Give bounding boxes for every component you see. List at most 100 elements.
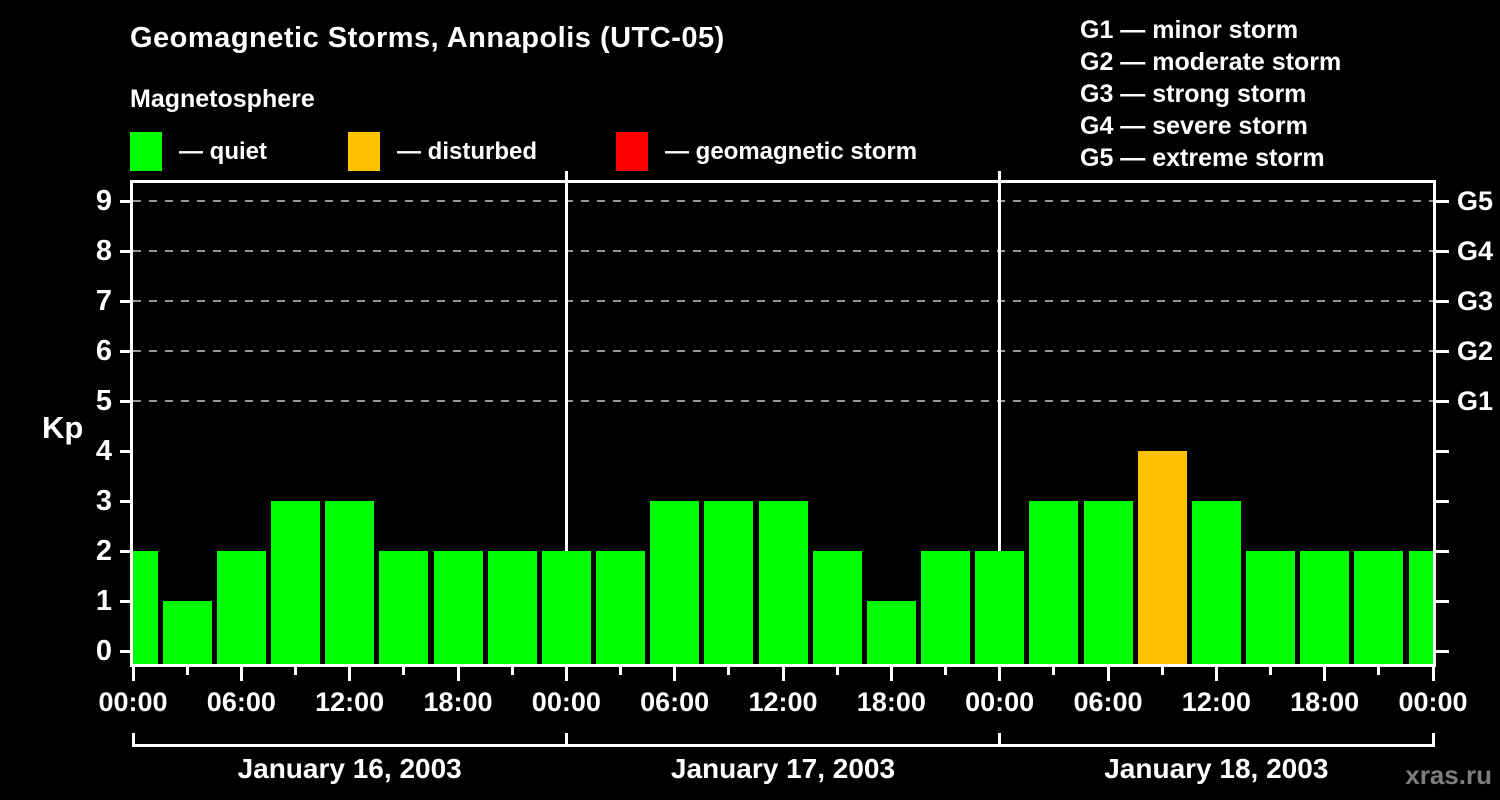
y-tick-right xyxy=(1436,449,1449,453)
kp-bar xyxy=(1191,501,1241,664)
chart-title: Geomagnetic Storms, Annapolis (UTC-05) xyxy=(130,22,725,54)
y-tick-right xyxy=(1436,649,1449,653)
x-minor-tick xyxy=(402,667,406,675)
gridline-kp8 xyxy=(133,250,1433,252)
date-bracket-line xyxy=(133,744,1433,747)
g4-legend-row: G4 — severe storm xyxy=(1080,112,1308,140)
x-tick-label: 00:00 xyxy=(1398,687,1468,717)
x-minor-tick xyxy=(835,667,839,675)
x-major-tick xyxy=(889,667,893,681)
day-separator-top-tick xyxy=(998,171,1002,183)
kp-bar xyxy=(975,551,1025,664)
g-level-label-g3: G3 xyxy=(1457,286,1494,316)
x-major-tick xyxy=(1106,667,1110,681)
x-tick-label: 18:00 xyxy=(1290,687,1360,717)
day-separator-top-tick xyxy=(564,171,568,183)
kp-bar xyxy=(541,551,591,664)
g3-legend-row: G3 — strong storm xyxy=(1080,80,1307,108)
kp-bar xyxy=(1137,451,1187,664)
x-tick-label: 00:00 xyxy=(965,687,1035,717)
y-tick-left xyxy=(120,199,133,203)
kp-bar xyxy=(1408,551,1433,664)
kp-bar xyxy=(1083,501,1133,664)
gridline-kp9 xyxy=(133,200,1433,202)
x-minor-tick xyxy=(510,667,514,675)
x-minor-tick xyxy=(944,667,947,675)
gridline-kp6 xyxy=(133,350,1433,352)
y-tick-left xyxy=(120,499,133,503)
y-tick-left xyxy=(120,299,133,303)
g-level-label-g1: G1 xyxy=(1457,386,1494,416)
gridline-kp5 xyxy=(133,400,1433,402)
kp-bar xyxy=(650,501,700,664)
x-major-tick xyxy=(131,667,135,681)
x-tick-label: 00:00 xyxy=(98,687,168,717)
g-level-label-g4: G4 xyxy=(1457,236,1494,266)
kp-bar xyxy=(216,551,266,664)
disturbed-color-swatch xyxy=(348,132,380,171)
y-tick-label: 0 xyxy=(95,635,112,667)
watermark: xras.ru xyxy=(1405,760,1492,790)
legend-label-quiet: — quiet xyxy=(179,137,267,165)
y-tick-right xyxy=(1436,599,1449,603)
kp-bar xyxy=(704,501,754,664)
x-tick-label: 12:00 xyxy=(748,687,818,717)
chart-subtitle: Magnetosphere xyxy=(130,85,315,113)
g2-legend-row: G2 — moderate storm xyxy=(1080,48,1342,76)
y-tick-left xyxy=(120,649,133,653)
y-tick-right xyxy=(1436,299,1449,303)
x-minor-tick xyxy=(1160,667,1164,675)
x-minor-tick xyxy=(1377,667,1381,675)
x-tick-label: 00:00 xyxy=(531,687,601,717)
y-tick-label: 8 xyxy=(95,235,112,267)
y-tick-right xyxy=(1436,199,1449,203)
x-minor-tick xyxy=(294,667,297,675)
y-tick-label: 7 xyxy=(95,285,112,317)
kp-bar xyxy=(1029,501,1079,664)
plot-area xyxy=(130,171,1436,667)
x-major-tick xyxy=(348,667,352,681)
x-tick-label: 06:00 xyxy=(640,687,710,717)
g5-legend-row: G5 — extreme storm xyxy=(1080,144,1325,172)
y-tick-left xyxy=(120,399,133,403)
y-tick-left xyxy=(120,599,133,603)
gridline-kp7 xyxy=(133,300,1433,302)
y-tick-right xyxy=(1436,399,1449,403)
date-label: January 18, 2003 xyxy=(1104,753,1329,784)
date-bracket-tick xyxy=(131,733,135,747)
kp-bar xyxy=(162,601,212,664)
y-tick-right xyxy=(1436,549,1449,553)
y-tick-left xyxy=(120,549,133,553)
kp-bar xyxy=(1354,551,1404,664)
date-bracket-tick xyxy=(1431,733,1435,747)
g-level-label-g2: G2 xyxy=(1457,336,1494,366)
storm-scale-legend: G1 — minor storm G2 — moderate storm G3 … xyxy=(1080,14,1341,174)
y-tick-right xyxy=(1436,499,1449,503)
storm-color-swatch xyxy=(616,132,648,171)
x-major-tick xyxy=(781,667,785,681)
y-tick-label: 2 xyxy=(95,535,112,567)
legend-label-storm: — geomagnetic storm xyxy=(665,137,918,165)
legend-label-disturbed: — disturbed xyxy=(397,137,538,165)
y-tick-label: 9 xyxy=(95,185,112,217)
x-major-tick xyxy=(998,667,1002,681)
date-label: January 17, 2003 xyxy=(670,753,896,784)
x-tick-label: 06:00 xyxy=(206,687,276,717)
kp-bar xyxy=(325,501,375,664)
y-tick-left xyxy=(120,249,133,253)
y-tick-label: 4 xyxy=(95,435,112,467)
x-tick-label: 18:00 xyxy=(856,687,926,717)
date-label: January 16, 2003 xyxy=(237,753,462,784)
legend-item-storm: — geomagnetic storm xyxy=(616,132,917,171)
x-major-tick xyxy=(673,667,677,681)
y-tick-left xyxy=(120,449,133,453)
legend-item-disturbed: — disturbed xyxy=(348,132,537,171)
kp-bar xyxy=(921,551,970,664)
x-minor-tick xyxy=(619,667,622,675)
date-bracket-tick xyxy=(998,733,1002,747)
x-minor-tick xyxy=(1052,667,1056,675)
kp-bar xyxy=(1300,551,1350,664)
y-axis-label: Kp xyxy=(42,410,84,445)
y-tick-right xyxy=(1436,249,1449,253)
